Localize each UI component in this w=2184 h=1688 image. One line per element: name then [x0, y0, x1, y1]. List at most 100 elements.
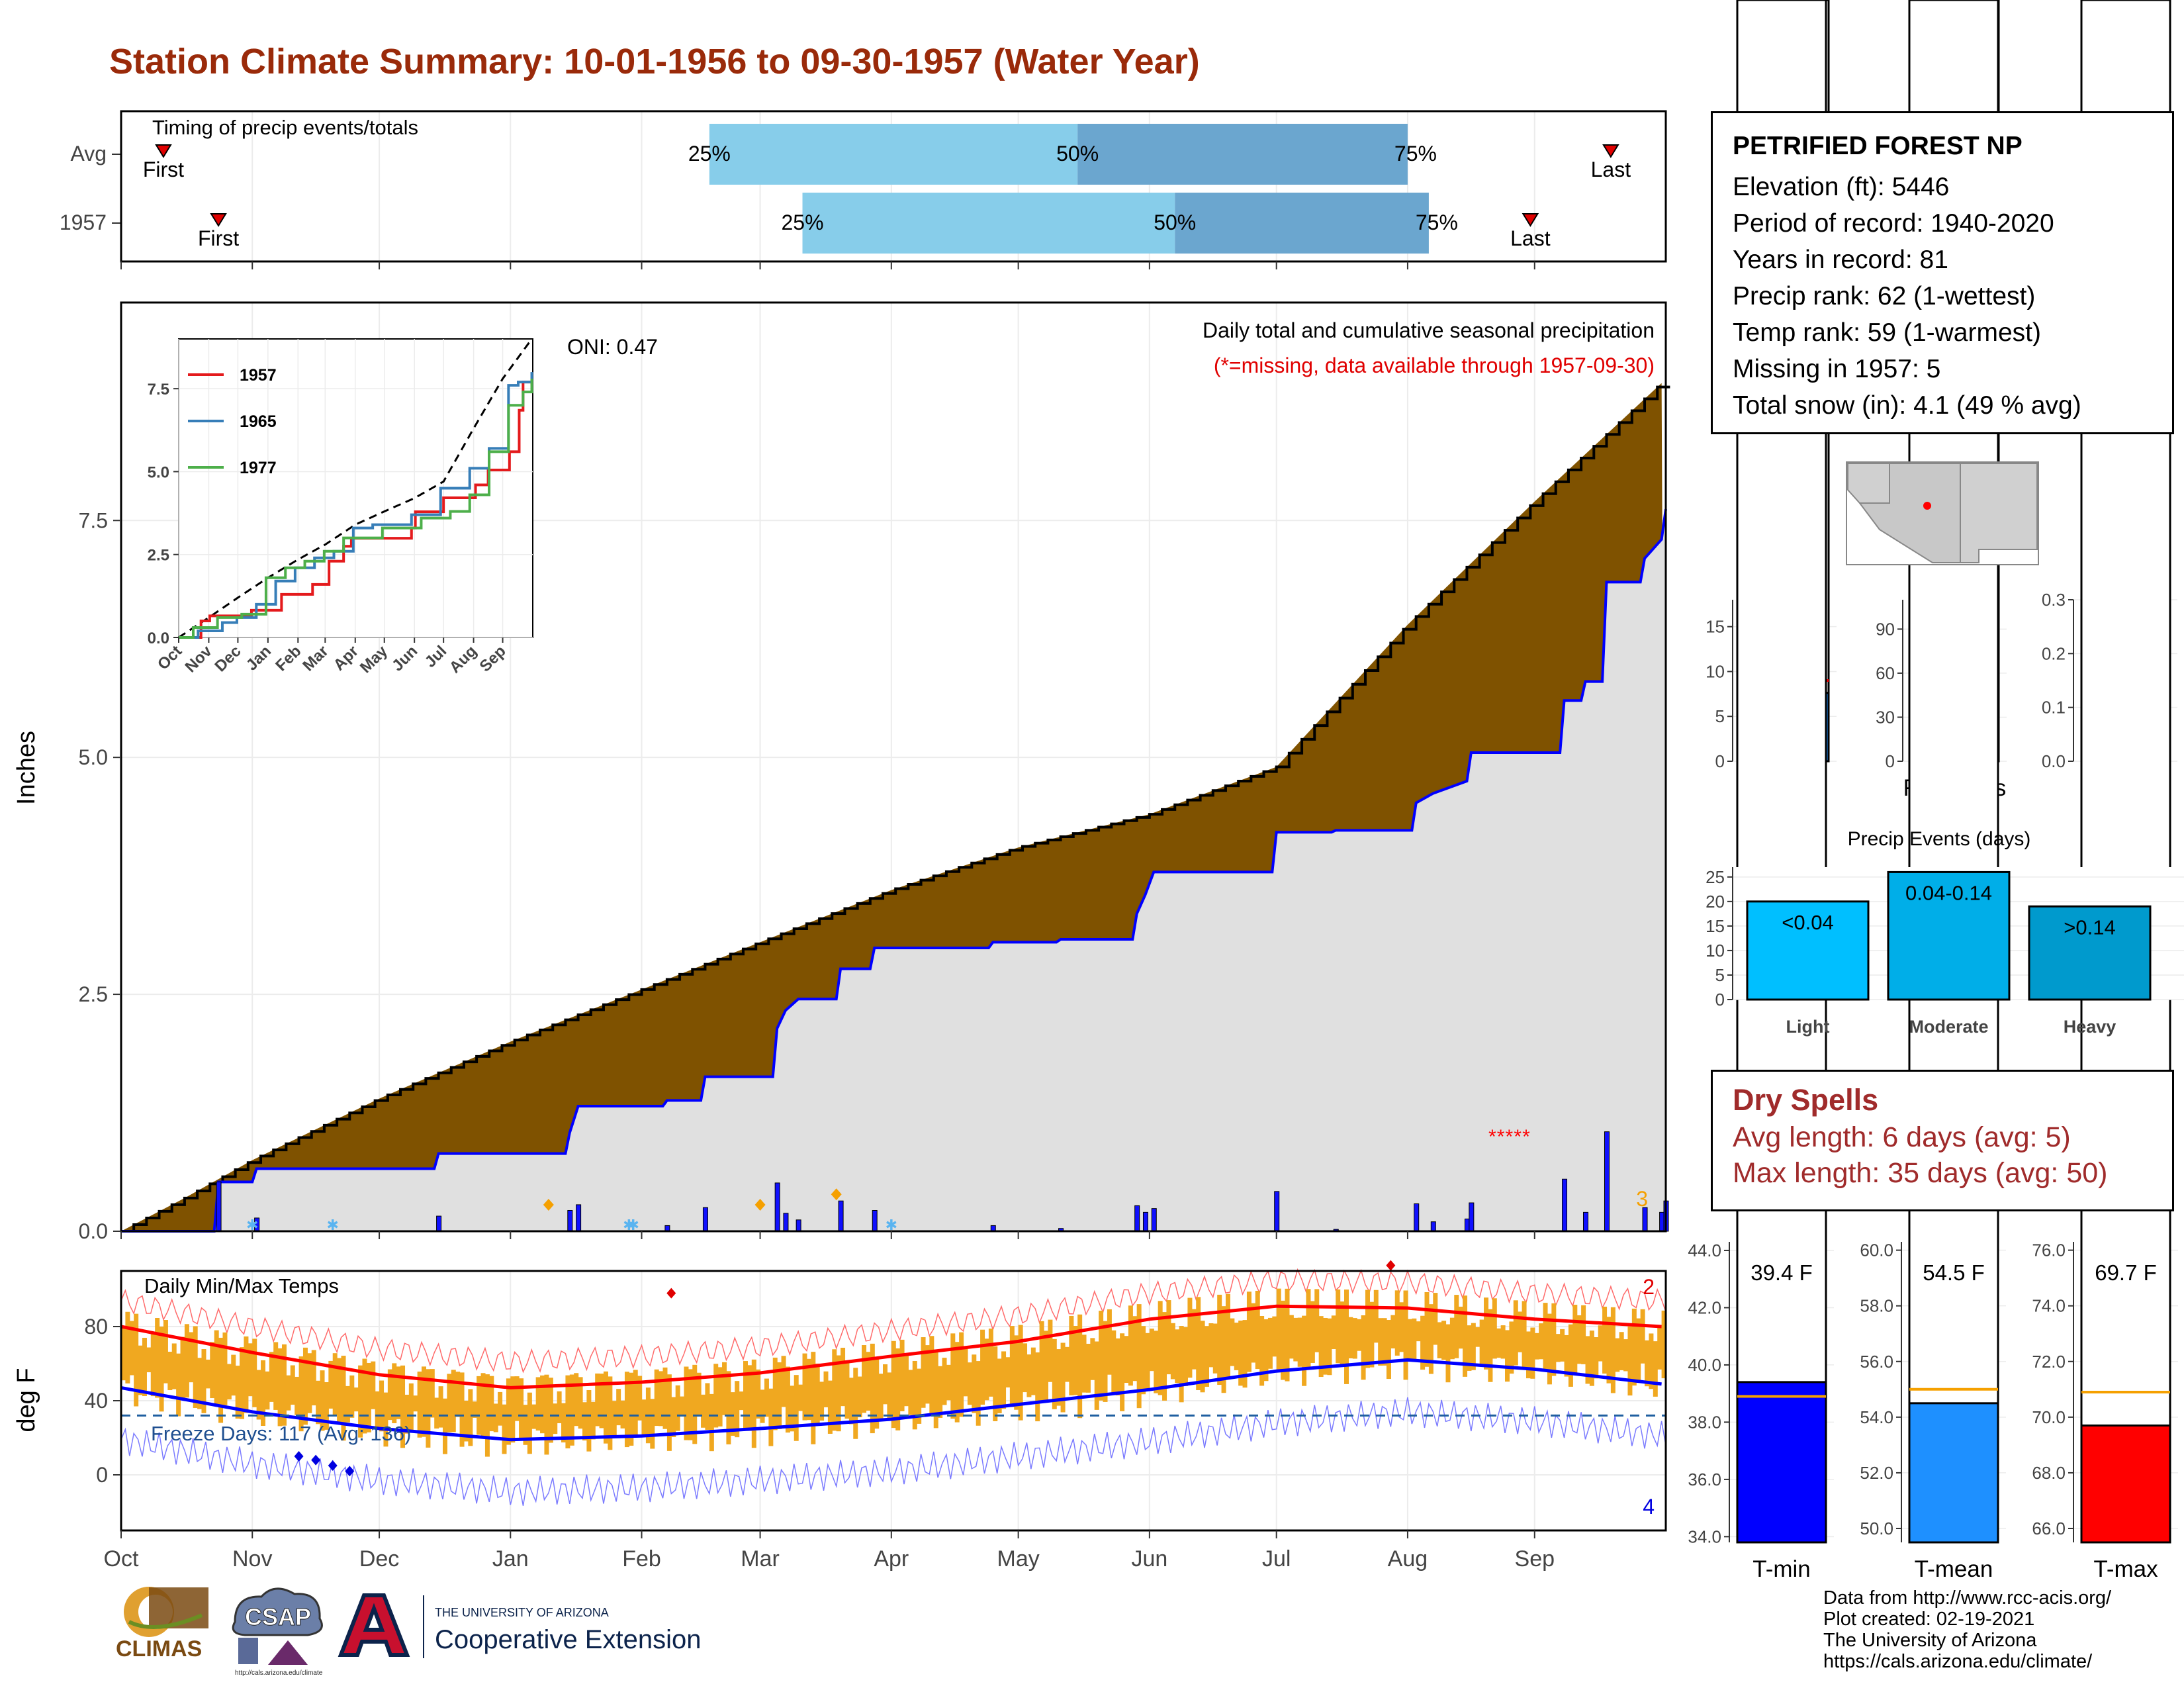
daily-temp-bar — [883, 1364, 888, 1405]
daily-temp-bar — [438, 1386, 443, 1428]
daily-temp-bar — [1208, 1323, 1214, 1368]
daily-temp-bar — [176, 1353, 181, 1417]
daily-temp-bar — [1077, 1314, 1083, 1419]
missing-day-marker: * — [1497, 1126, 1505, 1148]
daily-temp-bar — [1001, 1351, 1007, 1409]
daily-temp-bar — [189, 1332, 194, 1383]
daily-temp-bar — [544, 1374, 549, 1455]
temp-y-tick-label: 44.0 — [1688, 1241, 1721, 1260]
daily-precip-bar — [783, 1213, 789, 1232]
daily-temp-bar — [1606, 1317, 1612, 1383]
temp-value-bar — [1736, 1381, 1827, 1544]
temp-value-bar — [1908, 1402, 1999, 1544]
daily-temp-bar — [463, 1400, 469, 1442]
inset-series-line-1977 — [179, 379, 533, 639]
daily-temp-bar — [396, 1366, 401, 1419]
avg-min-temp-line — [120, 1358, 1662, 1442]
daily-temp-bar — [815, 1363, 820, 1424]
daily-temp-bar — [1005, 1357, 1011, 1387]
daily-temp-bar — [1023, 1343, 1028, 1393]
orange-diamond-marker — [831, 1188, 842, 1201]
inset-legend-label: 1965 — [240, 412, 277, 431]
daily-temp-bar — [595, 1373, 600, 1427]
daily-temp-bar — [1598, 1325, 1603, 1362]
timing-q25-q50-bar — [802, 193, 1175, 254]
events-y-tick-label: 10 — [1706, 941, 1725, 961]
daily-temp-bar — [959, 1332, 964, 1417]
daily-temp-bar — [1145, 1333, 1150, 1391]
daily-temp-bar — [1433, 1293, 1438, 1345]
timing-q75-label: 75% — [1416, 211, 1458, 234]
daily-temp-bar — [903, 1354, 909, 1407]
daily-temp-bar — [1331, 1315, 1336, 1349]
daily-temp-bar — [163, 1320, 168, 1383]
daily-temp-bar — [1428, 1304, 1433, 1374]
daily-temp-bar — [1073, 1326, 1078, 1395]
daily-temp-bar — [599, 1374, 604, 1429]
daily-temp-bar — [1505, 1330, 1510, 1382]
daily-temp-bar — [1513, 1300, 1518, 1366]
daily-temp-bar — [553, 1403, 558, 1434]
daily-temp-bar — [1306, 1289, 1311, 1370]
daily-temp-bar — [574, 1373, 579, 1427]
record-high-marker — [666, 1288, 676, 1299]
daily-temp-bar — [129, 1321, 134, 1376]
precip-summary-y-tick-label: 5 — [1715, 706, 1725, 726]
daily-temp-bar — [848, 1378, 854, 1425]
daily-temp-bar — [1310, 1301, 1315, 1363]
daily-temp-bar — [984, 1338, 989, 1401]
daily-precip-bar — [1142, 1211, 1148, 1232]
daily-temp-bar — [252, 1338, 257, 1407]
daily-temp-bar — [472, 1401, 477, 1418]
daily-temp-bar — [1475, 1327, 1480, 1347]
temp-x-tick-label: Nov — [232, 1546, 272, 1571]
daily-temp-bar — [1344, 1289, 1349, 1384]
daily-temp-bar — [1276, 1288, 1281, 1373]
map-frame — [1846, 461, 2039, 565]
daily-temp-bar — [637, 1376, 643, 1421]
daily-temp-bar — [777, 1362, 782, 1429]
daily-temp-bar — [1141, 1326, 1146, 1395]
daily-temp-bar — [167, 1352, 173, 1391]
daily-temp-bar — [205, 1359, 210, 1389]
daily-temp-bar — [1166, 1300, 1171, 1375]
daily-temp-bar — [806, 1358, 811, 1421]
timing-frame — [120, 110, 1667, 263]
events-y-tick-label: 20 — [1706, 892, 1725, 912]
daily-temp-bar — [320, 1370, 325, 1431]
daily-temp-bar — [1212, 1323, 1218, 1374]
daily-temp-bar — [184, 1324, 189, 1398]
daily-temp-bar — [1399, 1302, 1404, 1352]
snow-day-marker: ✱ — [623, 1217, 635, 1233]
daily-temp-bar — [1543, 1303, 1548, 1371]
temp-y-tick-label: 38.0 — [1688, 1412, 1721, 1432]
dry-spells-title: Dry Spells — [1733, 1083, 1879, 1117]
daily-temp-bar — [498, 1391, 503, 1426]
dry-spells-max: Max length: 35 days (avg: 50) — [1733, 1157, 2108, 1189]
daily-temp-bar — [1115, 1338, 1120, 1396]
daily-temp-bar — [557, 1391, 562, 1423]
daily-temp-bar — [1297, 1317, 1302, 1367]
daily-temp-bar — [1657, 1327, 1662, 1370]
daily-temp-bar — [1547, 1313, 1552, 1385]
daily-temp-bar — [1645, 1340, 1650, 1387]
daily-temp-bar — [633, 1370, 638, 1436]
temp-y-tick-label: 80 — [84, 1315, 108, 1338]
precip-summary-y-tick-label: 90 — [1876, 619, 1895, 639]
timing-row-label: Avg — [70, 142, 107, 165]
record-high-marker — [1386, 1260, 1396, 1271]
daily-temp-bar — [1589, 1331, 1594, 1386]
daily-temp-bar — [1039, 1321, 1044, 1403]
daily-temp-bar — [1009, 1326, 1015, 1407]
daily-temp-bar — [1285, 1288, 1290, 1382]
daily-temp-bar — [844, 1360, 850, 1419]
daily-temp-bar — [1594, 1337, 1599, 1379]
temp-x-tick-label: Jul — [1262, 1546, 1291, 1571]
daily-temp-bar — [1488, 1309, 1493, 1382]
daily-temp-bar — [1479, 1319, 1484, 1364]
daily-temp-bar — [561, 1403, 567, 1443]
csap-url-text: http://cals.arizona.edu/climate — [235, 1669, 323, 1677]
daily-temp-bar — [1238, 1320, 1244, 1386]
daily-temp-bar — [1340, 1301, 1345, 1367]
